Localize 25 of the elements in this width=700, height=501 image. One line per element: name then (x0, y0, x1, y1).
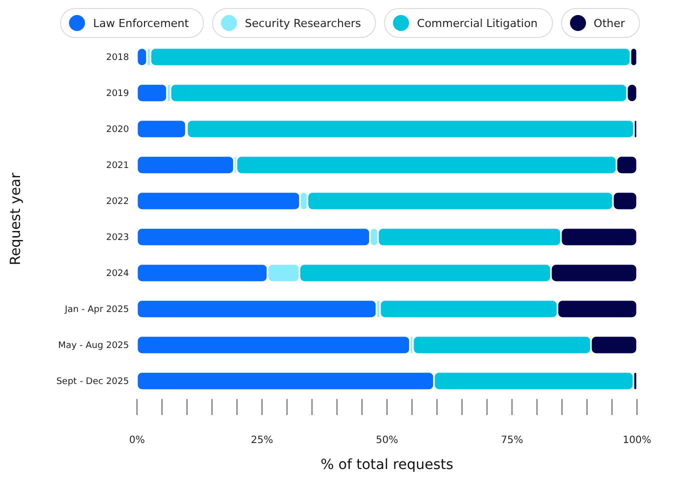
y-axis-title: Request year (8, 172, 24, 266)
y-tick-label: 2019 (106, 89, 130, 100)
x-tick-label: 50% (376, 435, 398, 446)
x-tick-label: 25% (250, 435, 274, 446)
y-tick-label: Sept - Dec 2025 (56, 377, 129, 388)
bar (137, 83, 168, 103)
legend-label: Other (594, 16, 625, 30)
y-tick-label: 2018 (106, 53, 130, 64)
x-tick-label: 75% (500, 435, 524, 446)
bar (137, 299, 378, 319)
legend-label: Law Enforcement (93, 16, 189, 30)
x-tick-label: 0% (129, 435, 145, 446)
y-tick-label: 2021 (106, 161, 129, 172)
bar (137, 335, 411, 355)
y-tick-label: 2023 (106, 233, 129, 244)
x-axis-title: % of total requests (320, 457, 454, 473)
legend-label: Security Researchers (244, 16, 362, 30)
y-tick-label: Jan - Apr 2025 (64, 305, 129, 316)
y-tick-label: 2024 (106, 269, 130, 280)
y-tick-label: May - Aug 2025 (58, 341, 129, 352)
legend-label: Commercial Litigation (417, 16, 538, 30)
y-tick-label: 2022 (106, 197, 129, 208)
x-tick-label: 100% (622, 435, 652, 446)
bar (137, 155, 235, 175)
y-tick-label: 2020 (106, 125, 130, 136)
